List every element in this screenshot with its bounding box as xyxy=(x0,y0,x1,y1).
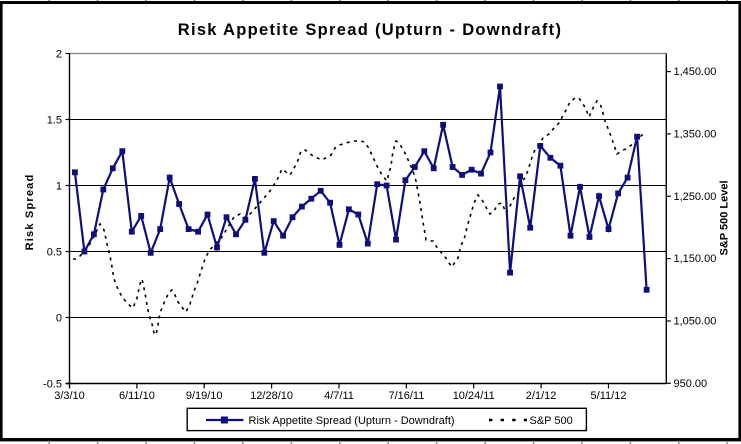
svg-text:2: 2 xyxy=(56,49,62,61)
svg-text:6/11/10: 6/11/10 xyxy=(119,390,155,402)
svg-text:10/24/11: 10/24/11 xyxy=(453,390,495,402)
svg-text:Risk Appetite Spread (Upturn -: Risk Appetite Spread (Upturn - Downdraft… xyxy=(178,21,563,39)
svg-text:1,350.00: 1,350.00 xyxy=(674,128,717,140)
svg-text:2/1/12: 2/1/12 xyxy=(526,390,557,402)
svg-text:12/28/10: 12/28/10 xyxy=(250,390,293,402)
svg-text:1,150.00: 1,150.00 xyxy=(674,253,717,265)
svg-text:S&P 500: S&P 500 xyxy=(530,415,573,427)
svg-text:1.5: 1.5 xyxy=(47,115,62,127)
svg-text:Risk Appetite Spread (Upturn -: Risk Appetite Spread (Upturn - Downdraft… xyxy=(249,415,455,427)
svg-text:0: 0 xyxy=(56,313,62,325)
svg-text:-0.5: -0.5 xyxy=(43,379,62,391)
svg-text:1,250.00: 1,250.00 xyxy=(674,191,717,203)
svg-text:3/3/10: 3/3/10 xyxy=(54,390,85,402)
svg-text:1,450.00: 1,450.00 xyxy=(674,66,717,78)
svg-text:1,050.00: 1,050.00 xyxy=(674,316,717,328)
svg-text:Risk Spread: Risk Spread xyxy=(24,174,36,251)
svg-text:7/16/11: 7/16/11 xyxy=(388,390,424,402)
svg-text:1: 1 xyxy=(56,181,62,193)
svg-text:0.5: 0.5 xyxy=(47,247,62,259)
svg-text:9/19/10: 9/19/10 xyxy=(186,390,223,402)
svg-text:5/11/12: 5/11/12 xyxy=(591,390,627,402)
svg-text:S&P 500 Level: S&P 500 Level xyxy=(719,180,731,255)
svg-text:950.00: 950.00 xyxy=(674,378,708,390)
svg-text:4/7/11: 4/7/11 xyxy=(324,390,354,402)
